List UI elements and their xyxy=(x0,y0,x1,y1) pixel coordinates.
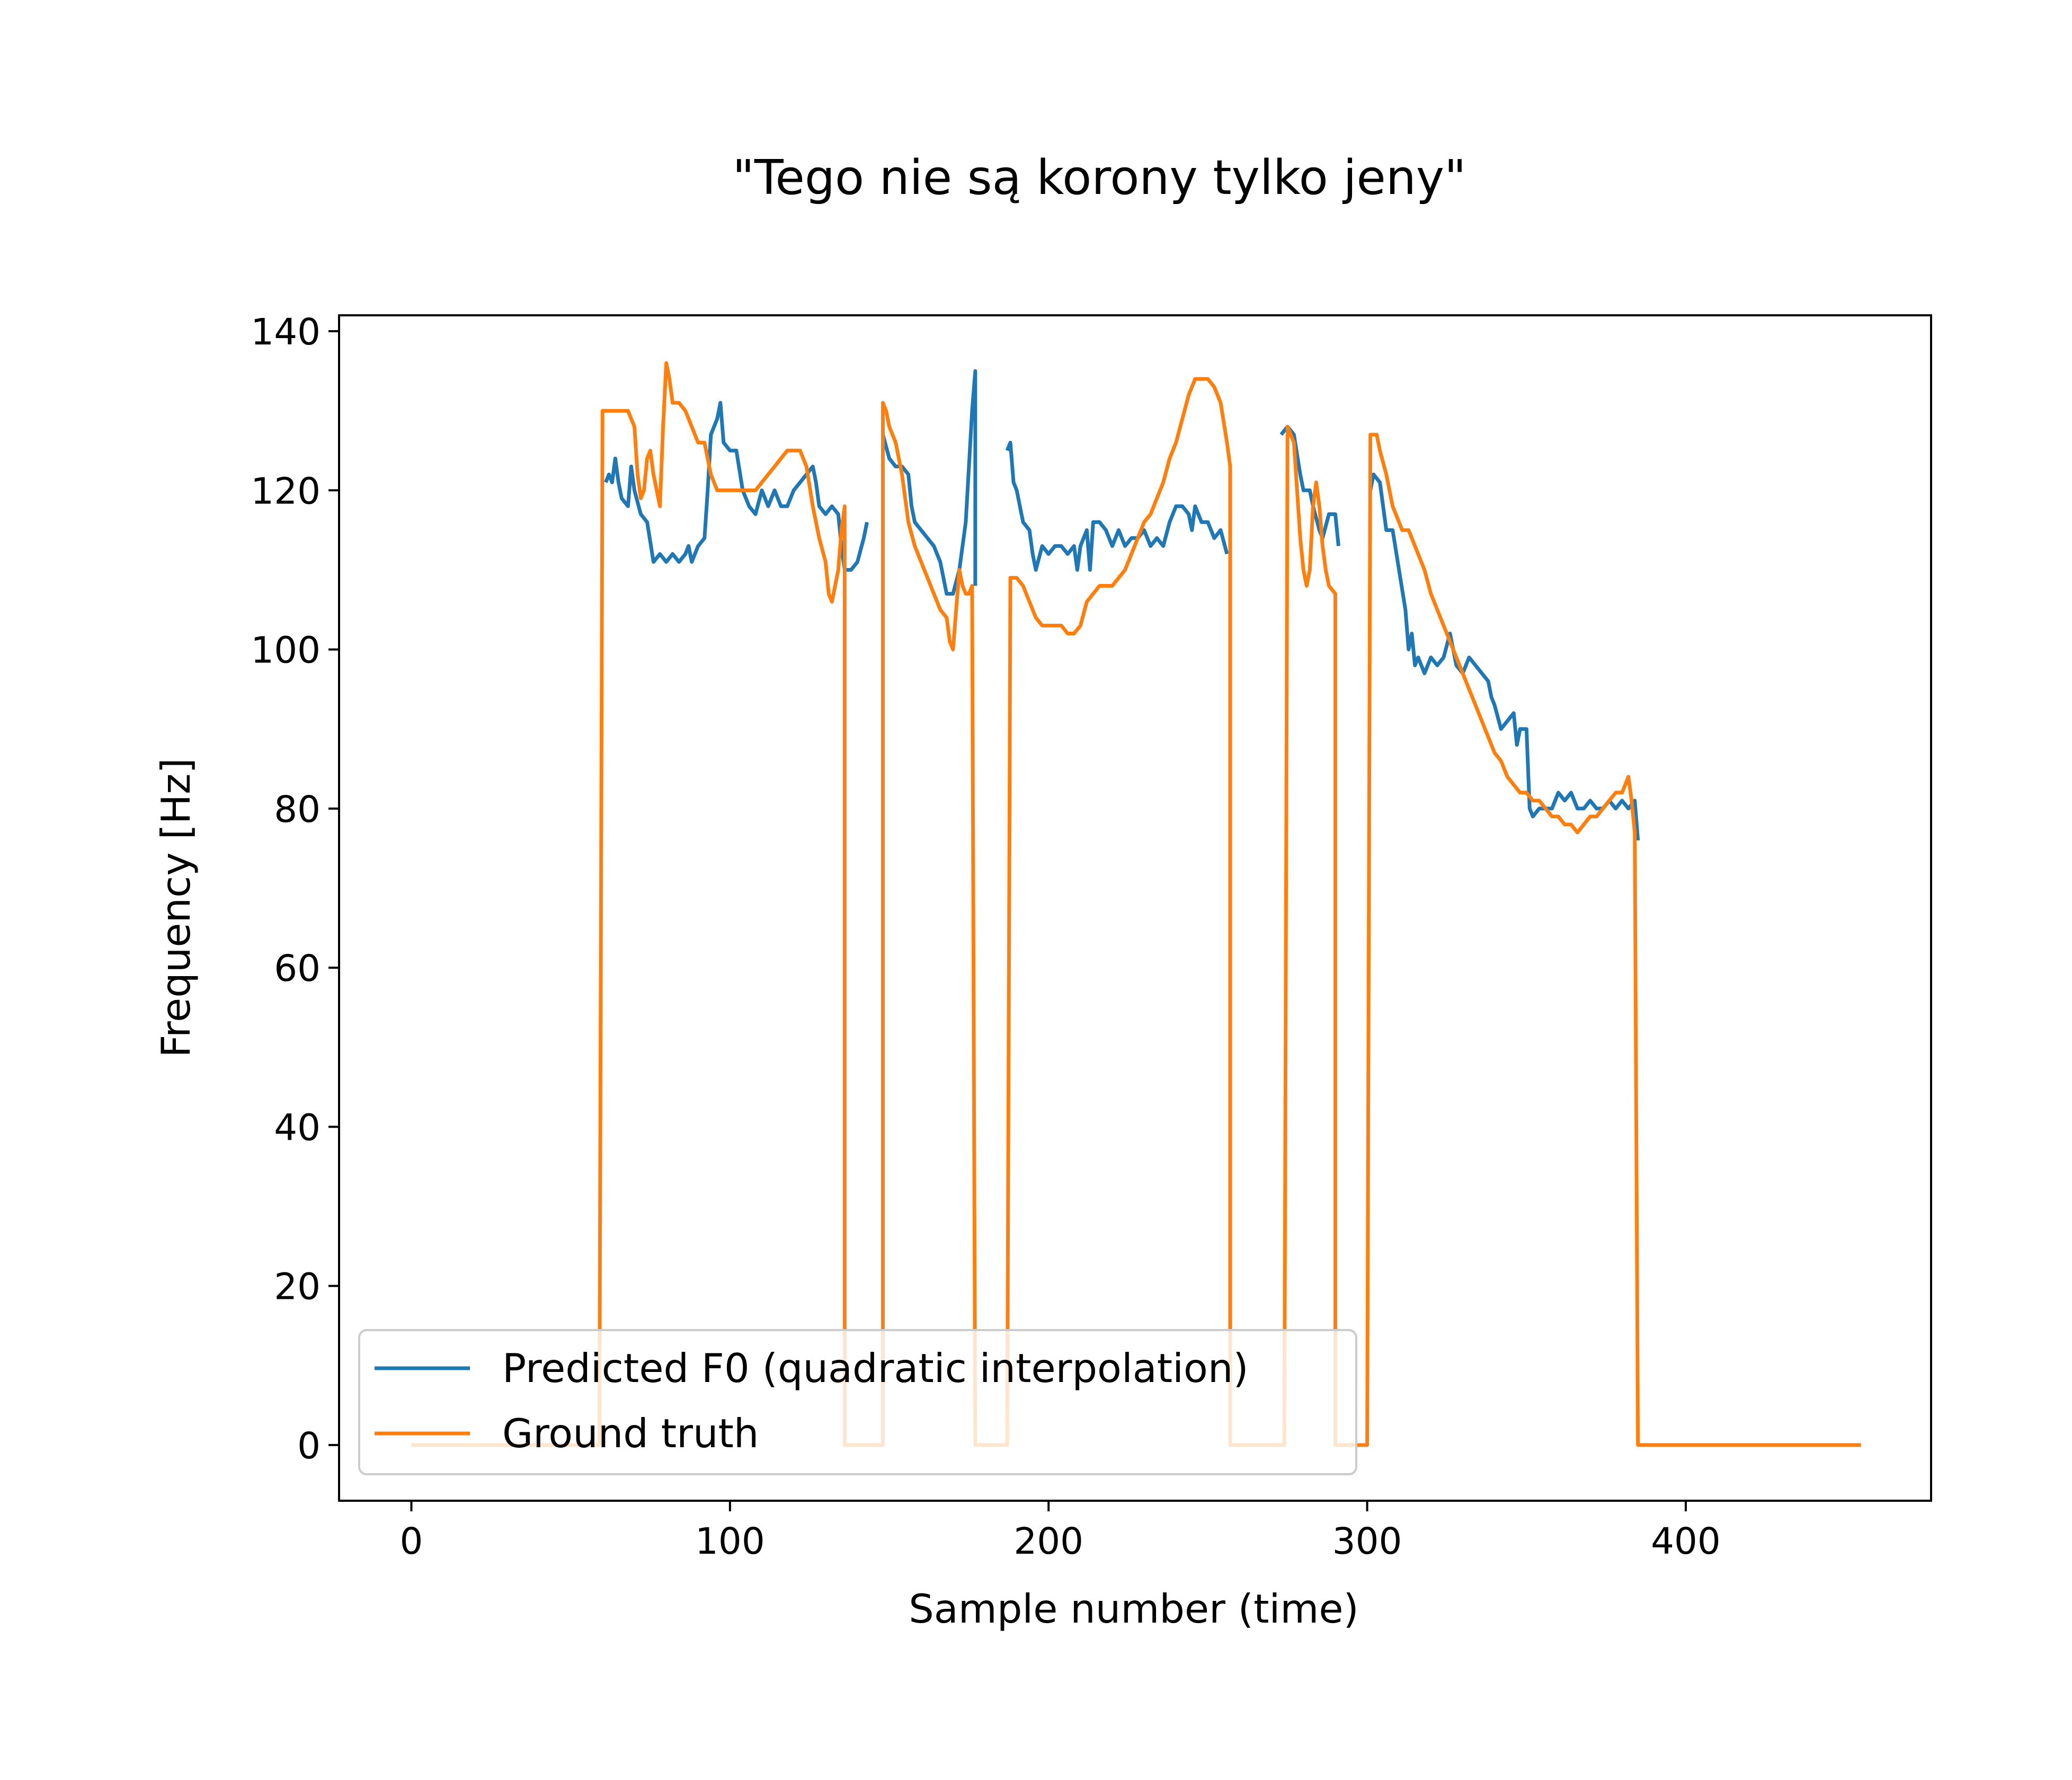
series-predicted-segment-4 xyxy=(1368,472,1640,841)
plot-frame xyxy=(338,314,1932,1502)
series-predicted-segment-1 xyxy=(881,369,977,596)
plot-lines xyxy=(411,361,1861,1447)
y-tick-label: 80 xyxy=(274,789,321,831)
y-tick-label: 20 xyxy=(274,1266,321,1308)
y-tick-label: 100 xyxy=(251,630,321,672)
x-tick-label: 300 xyxy=(1332,1520,1402,1563)
legend-label-predicted: Predicted F0 (quadratic interpolation) xyxy=(502,1345,1249,1392)
x-axis-label: Sample number (time) xyxy=(909,1586,1359,1632)
legend: Predicted F0 (quadratic interpolation) G… xyxy=(358,1329,1357,1475)
legend-box xyxy=(358,1329,1357,1475)
x-tick-label: 100 xyxy=(695,1520,765,1563)
x-tick-label: 200 xyxy=(1013,1520,1083,1563)
y-tick-label: 40 xyxy=(274,1106,321,1149)
y-axis-label: Frequency [Hz] xyxy=(153,758,199,1058)
x-tick-label: 400 xyxy=(1651,1520,1721,1563)
series-predicted-segment-3 xyxy=(1279,424,1340,546)
y-tick-label: 0 xyxy=(297,1425,321,1467)
x-axis: 0 100 200 300 400 xyxy=(400,1501,1721,1563)
series-predicted-segment-0 xyxy=(604,401,869,572)
chart-title: "Tego nie są korony tylko jeny" xyxy=(732,150,1466,206)
series-predicted-segment-2 xyxy=(1005,440,1229,572)
x-tick-label: 0 xyxy=(400,1520,423,1563)
y-tick-label: 120 xyxy=(251,470,321,512)
y-tick-label: 60 xyxy=(274,947,321,990)
legend-label-ground-truth: Ground truth xyxy=(502,1410,759,1457)
y-tick-label: 140 xyxy=(251,311,321,353)
series-ground-truth-line xyxy=(411,361,1861,1447)
y-axis: 0 20 40 60 80 100 120 140 xyxy=(251,311,339,1467)
